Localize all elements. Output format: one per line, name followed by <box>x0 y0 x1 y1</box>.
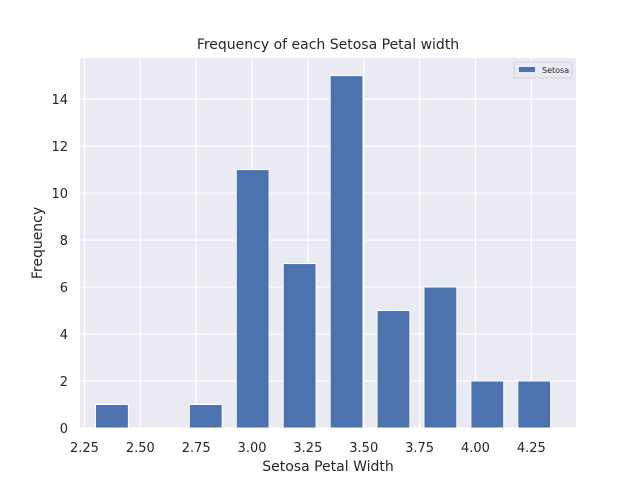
bar <box>282 263 317 429</box>
y-tick-label: 10 <box>51 187 68 202</box>
bar <box>376 310 411 429</box>
x-tick-label: 2.50 <box>126 441 155 456</box>
x-tick-label: 4.25 <box>517 441 546 456</box>
legend-swatch <box>519 67 535 72</box>
bar <box>517 380 552 429</box>
chart-title: Frequency of each Setosa Petal width <box>197 37 459 53</box>
grid-lines <box>80 58 576 429</box>
x-tick-label: 3.50 <box>349 441 378 456</box>
y-tick-label: 14 <box>51 93 68 108</box>
x-tick-label: 2.75 <box>182 441 211 456</box>
y-tick-label: 2 <box>60 375 68 390</box>
x-tick-label: 3.75 <box>405 441 434 456</box>
bar <box>235 169 270 429</box>
legend: Setosa <box>513 61 573 79</box>
bar <box>95 404 129 429</box>
x-tick-label: 4.00 <box>461 441 490 456</box>
x-tick-labels: 2.25 2.50 2.75 3.00 3.25 3.50 3.75 4.00 4.25 <box>70 441 546 456</box>
legend-label-setosa: Setosa <box>542 66 569 75</box>
x-axis-label: Setosa Petal Width <box>262 459 394 475</box>
bar <box>329 75 364 429</box>
y-tick-label: 0 <box>60 422 68 437</box>
y-tick-label: 6 <box>60 281 68 296</box>
plot-area <box>80 58 576 428</box>
legend-box <box>513 61 573 79</box>
y-axis-label: Frequency <box>30 207 46 279</box>
x-tick-label: 3.00 <box>238 441 267 456</box>
y-tick-label: 8 <box>60 234 68 249</box>
y-tick-label: 4 <box>60 328 68 343</box>
x-tick-label: 2.25 <box>70 441 99 456</box>
y-tick-label: 12 <box>51 140 68 155</box>
bar <box>423 286 458 429</box>
bar <box>188 404 223 429</box>
bar <box>470 380 505 429</box>
bars <box>95 75 552 429</box>
y-tick-labels: 0 2 4 6 8 10 12 14 <box>51 93 68 437</box>
x-tick-label: 3.25 <box>293 441 322 456</box>
